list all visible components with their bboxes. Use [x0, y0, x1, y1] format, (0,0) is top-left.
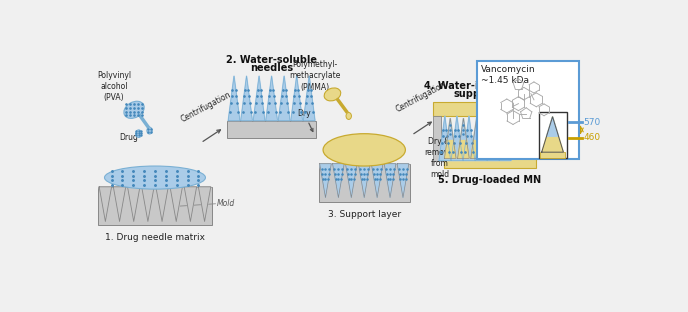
Polygon shape [384, 164, 396, 197]
Ellipse shape [323, 134, 405, 166]
Polygon shape [473, 118, 480, 139]
Polygon shape [127, 187, 140, 222]
Polygon shape [486, 118, 493, 139]
Text: Dry: Dry [298, 109, 312, 118]
Polygon shape [546, 117, 559, 136]
Polygon shape [460, 118, 466, 139]
Polygon shape [358, 164, 370, 197]
Polygon shape [513, 118, 519, 139]
Bar [98, 187, 213, 225]
Bar [539, 112, 566, 158]
Polygon shape [475, 116, 487, 161]
Text: Drug: Drug [119, 133, 138, 142]
Polygon shape [526, 118, 533, 139]
Polygon shape [484, 118, 495, 158]
Bar [509, 116, 517, 161]
Ellipse shape [124, 101, 144, 118]
Bar [433, 116, 441, 161]
Polygon shape [444, 118, 456, 158]
Polygon shape [184, 187, 197, 222]
Text: 2. Water-soluble: 2. Water-soluble [226, 55, 317, 65]
Polygon shape [228, 76, 240, 121]
Bar [319, 164, 410, 202]
Bar [227, 121, 316, 138]
Polygon shape [510, 118, 522, 158]
Polygon shape [279, 76, 290, 121]
Polygon shape [463, 116, 475, 161]
Polygon shape [345, 164, 357, 197]
Text: 460: 460 [583, 133, 601, 142]
Text: Vancomycin
~1.45 kDa: Vancomycin ~1.45 kDa [481, 65, 536, 85]
Text: 3. Support layer: 3. Support layer [327, 210, 401, 219]
Text: Centrifugation: Centrifugation [180, 90, 233, 124]
Polygon shape [499, 116, 511, 161]
Ellipse shape [136, 130, 142, 138]
Text: 4. Water-insoluble: 4. Water-insoluble [424, 81, 526, 91]
Polygon shape [397, 164, 409, 197]
Bar [433, 102, 517, 116]
Polygon shape [497, 118, 508, 158]
Text: Centrifugation: Centrifugation [394, 80, 447, 115]
Bar [444, 157, 535, 168]
Polygon shape [500, 118, 506, 139]
Polygon shape [487, 116, 499, 161]
Polygon shape [372, 164, 383, 197]
Text: 570: 570 [583, 118, 601, 127]
Ellipse shape [346, 113, 352, 119]
Polygon shape [471, 118, 482, 158]
Polygon shape [142, 187, 154, 222]
Text: Polymethyl-
methacrylate
(PMMA): Polymethyl- methacrylate (PMMA) [289, 60, 341, 91]
Polygon shape [439, 116, 451, 161]
Polygon shape [114, 187, 126, 222]
FancyBboxPatch shape [477, 61, 579, 159]
Polygon shape [291, 76, 303, 121]
Polygon shape [332, 164, 344, 197]
Ellipse shape [147, 127, 152, 134]
Text: needles: needles [250, 63, 293, 73]
Text: Polyvinyl
alcohol
(PVA): Polyvinyl alcohol (PVA) [97, 71, 131, 102]
Polygon shape [266, 76, 277, 121]
Polygon shape [170, 187, 182, 222]
Polygon shape [241, 76, 252, 121]
Polygon shape [156, 187, 169, 222]
Polygon shape [253, 76, 265, 121]
Text: 5. Drug-loaded MN: 5. Drug-loaded MN [438, 175, 541, 185]
Polygon shape [447, 118, 453, 139]
Polygon shape [541, 117, 563, 152]
Polygon shape [320, 164, 332, 197]
Polygon shape [524, 118, 535, 158]
Polygon shape [458, 118, 469, 158]
Ellipse shape [105, 166, 206, 189]
Text: support: support [453, 89, 497, 99]
Polygon shape [198, 187, 211, 222]
Polygon shape [303, 76, 315, 121]
Polygon shape [99, 187, 111, 222]
Text: 1. Drug needle matrix: 1. Drug needle matrix [105, 233, 205, 242]
Bar [540, 152, 565, 158]
Ellipse shape [324, 88, 341, 101]
Text: Mold: Mold [217, 199, 235, 208]
Text: Dry &
removal
from
mold: Dry & removal from mold [424, 137, 455, 179]
Polygon shape [451, 116, 463, 161]
